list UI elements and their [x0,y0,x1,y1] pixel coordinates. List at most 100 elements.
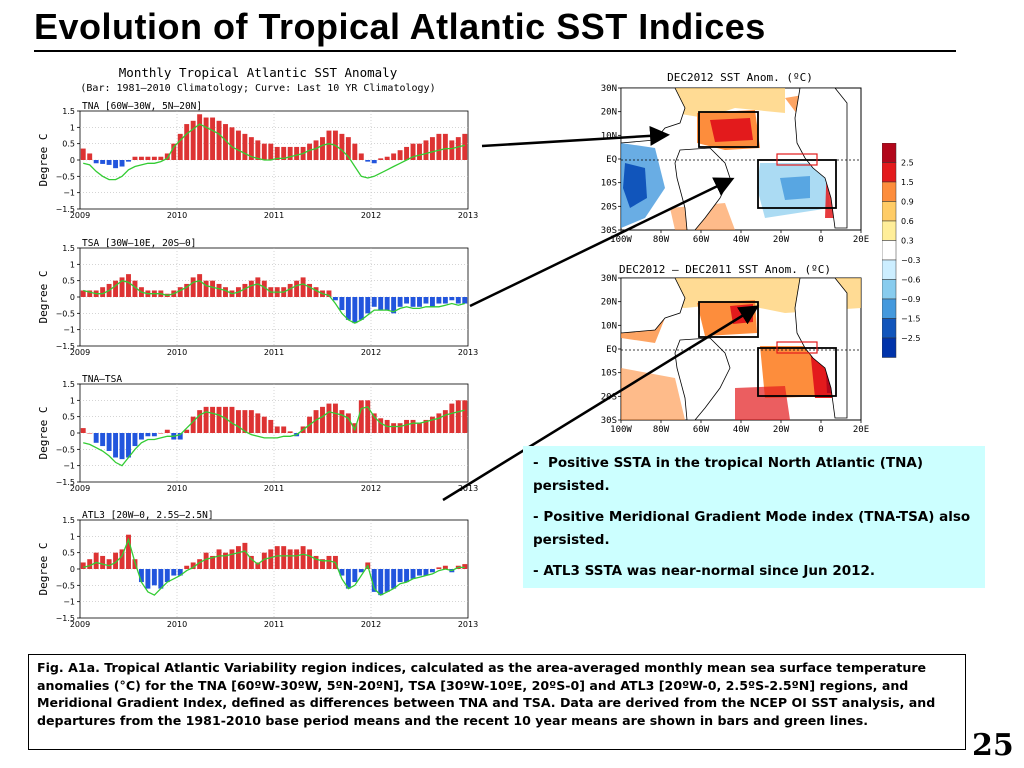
colorbar-swatch [882,337,897,358]
anomaly-bar [248,280,254,297]
y-tick-label: 0.5 [62,549,75,558]
anomaly-bar [365,160,371,162]
anomaly-bar [223,124,228,160]
anomaly-bar [255,277,261,297]
anomaly-bar [268,549,274,569]
y-tick-label: 0.5 [62,413,75,422]
climatology-curve [83,406,465,467]
anomaly-bar [216,406,222,433]
y-tick-label: −0.5 [56,309,75,318]
colorbar-label: 0.6 [901,217,914,226]
anomaly-bar [210,555,216,569]
anomaly-bar [365,400,371,433]
anomaly-bar [203,406,209,433]
anomaly-bar [229,549,235,569]
anomaly-bar [171,569,177,576]
anomaly-bar [429,137,435,160]
climatology-curve [83,279,465,324]
anomaly-bar [358,297,364,320]
anomaly-bar [113,160,119,169]
y-tick-label: −1.5 [56,342,75,351]
lon-label: 0 [818,235,823,245]
anomaly-bar [397,150,403,160]
anomaly-bar [113,280,119,297]
page-number: 25 [972,728,1014,763]
anomaly-bar [462,297,468,304]
y-axis-label: Degree C [37,543,50,596]
anomaly-bar [442,410,448,433]
y-tick-label: −0.5 [56,172,75,181]
anomaly-bar [274,426,280,433]
anomaly-bar [223,406,228,433]
y-tick-label: 1.5 [62,107,75,116]
anomaly-bar [126,160,131,162]
anomaly-bar [358,569,364,573]
anomaly-bar [455,297,461,304]
anomaly-bar [223,552,228,569]
anomaly-bar [378,297,384,311]
anomaly-bar [345,413,351,433]
anomaly-bar [442,133,448,160]
anomaly-bar [255,413,261,433]
anomaly-bar [261,280,267,297]
anomaly-bar [100,433,106,447]
anomaly-bar [358,153,364,160]
colorbar-label: 2.5 [901,159,914,168]
anomaly-bar [449,140,455,160]
anomaly-bar [87,153,93,160]
y-tick-label: −1 [63,189,75,198]
anomaly-bar [164,569,170,583]
anomaly-bar [203,280,209,297]
anomaly-bar [378,158,384,160]
anomaly-bar [274,546,280,569]
anomaly-bar [100,287,106,297]
anomaly-bar [242,283,248,297]
y-axis-label: Degree C [37,271,50,324]
anomaly-bar [261,416,267,433]
anomaly-bar [190,120,196,160]
anomaly-bar [184,429,190,433]
anomaly-bar [404,297,410,304]
y-tick-label: 0 [70,293,75,302]
anomaly-bar [404,419,410,433]
anomaly-bar [268,419,274,433]
anomaly-bar [216,549,222,569]
x-tick-label: 2009 [70,620,90,629]
anomaly-bar [294,146,300,160]
tna-region-box [698,111,759,148]
anomaly-bar [307,143,313,160]
anomaly-bar [436,567,442,569]
anomaly-bar [397,569,403,583]
y-tick-label: −1 [63,598,75,607]
atl3-region-box [776,153,818,166]
anomaly-bar [391,569,397,589]
lon-label: 20W [773,425,790,435]
anomaly-bar [216,283,222,297]
anomaly-bar [449,403,455,433]
left-figure-subtitle: (Bar: 1981–2010 Climatology; Curve: Last… [80,83,435,94]
anomaly-bar [177,433,183,440]
anomaly-bar [397,297,403,307]
y-tick-label: 1.5 [62,516,75,525]
anomaly-bar [462,564,468,569]
x-tick-label: 2009 [70,211,90,220]
x-tick-label: 2011 [264,211,284,220]
anomaly-bar [158,156,164,160]
anomaly-bar [417,143,422,160]
y-tick-label: −1.5 [56,205,75,214]
y-tick-label: 0 [70,429,75,438]
x-tick-label: 2013 [458,348,478,357]
map-title: DEC2012 SST Anom. (ºC) [667,71,813,84]
anomaly-bar [384,156,390,160]
anomaly-bar [410,297,416,307]
key-points-box: - Positive SSTA in the tropical North At… [523,446,985,588]
lat-label: EQ [606,155,617,165]
left-figure-title: Monthly Tropical Atlantic SST Anomaly [119,65,398,80]
anomaly-bar [255,140,261,160]
anomaly-bar [429,416,435,433]
lat-label: 20N [601,108,617,118]
anomaly-bar [106,160,112,165]
anomaly-bar [345,137,351,160]
anomaly-bar [93,160,99,164]
